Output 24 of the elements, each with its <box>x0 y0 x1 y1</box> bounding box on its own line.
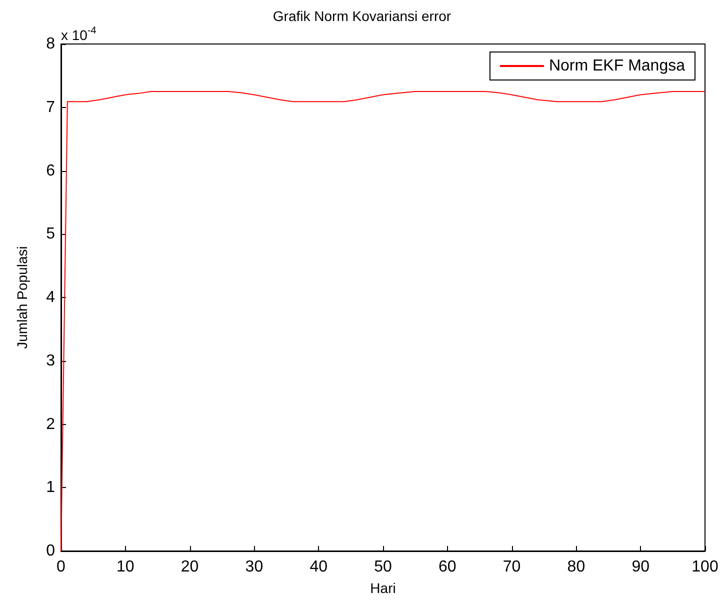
y-tick-label: 4 <box>46 289 56 306</box>
legend-label: Norm EKF Mangsa <box>548 58 686 74</box>
chart-title: Grafik Norm Kovariansi error <box>272 8 452 24</box>
y-tick-label: 5 <box>46 226 56 243</box>
x-axis-title: Hari <box>370 580 396 596</box>
y-tick-label: 2 <box>46 416 56 433</box>
x-tick-label: 80 <box>567 558 586 576</box>
y-tick-label: 1 <box>46 479 56 496</box>
y-tick-label: 7 <box>46 98 56 116</box>
x-tick-label: 100 <box>692 558 718 576</box>
x-tick-label: 50 <box>374 558 392 576</box>
x-tick-label: 20 <box>180 558 199 576</box>
x-tick-label: 40 <box>310 558 328 576</box>
y-tick-label: 8 <box>46 36 56 52</box>
x-tick-label: 10 <box>116 558 134 576</box>
x-tick-label: 0 <box>56 558 66 576</box>
y-tick-label: 3 <box>46 352 56 370</box>
x-tick-label: 60 <box>438 558 456 576</box>
x-tick-label: 90 <box>632 558 650 576</box>
x-tick-label: 70 <box>502 558 521 576</box>
y-tick-label: 6 <box>46 162 56 180</box>
y-axis-title: Jumlah Populasi <box>14 246 30 349</box>
y-tick-label: 0 <box>46 542 56 560</box>
x-tick-label: 30 <box>245 558 264 576</box>
